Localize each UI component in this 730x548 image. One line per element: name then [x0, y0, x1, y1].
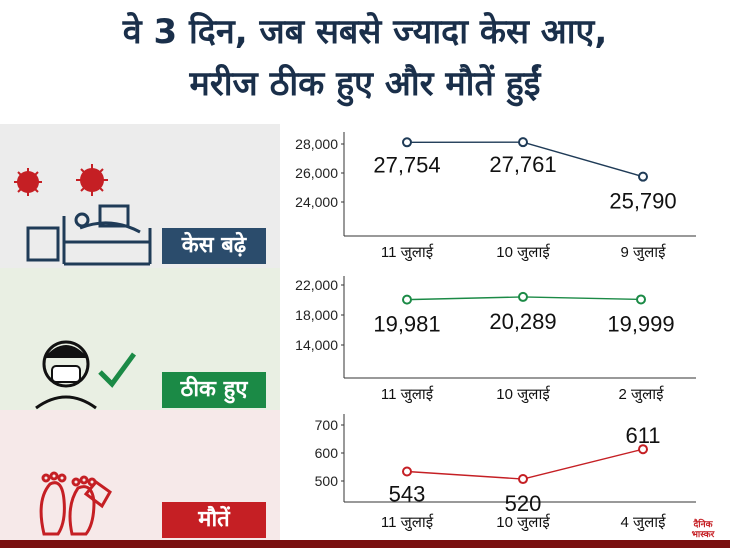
x-tick-label: 11 जुलाई	[381, 513, 434, 532]
feet-with-tag-icon	[39, 471, 112, 536]
y-tick-label: 600	[315, 445, 339, 461]
y-tick-label: 500	[315, 473, 339, 489]
data-point	[638, 444, 648, 455]
data-point	[518, 291, 528, 302]
data-point	[518, 474, 528, 485]
data-label: 27,761	[489, 152, 556, 177]
y-tick-label: 22,000	[295, 277, 338, 293]
deaths-panel: मौतें 700 600 500 543 11 जुलाई 520 10 जुलाई 611…	[0, 410, 730, 548]
data-label: 520	[505, 491, 542, 516]
data-point	[636, 294, 646, 305]
x-tick-label: 10 जुलाई	[496, 243, 550, 262]
x-tick-label: 11 जुलाई	[381, 385, 434, 404]
title-line-1: वे 3 दिन, जब सबसे ज्यादा केस आए,	[122, 12, 608, 52]
data-label: 611	[625, 423, 660, 448]
masked-person-icon	[35, 340, 137, 410]
x-tick-label: 4 जुलाई	[620, 513, 666, 532]
data-point	[518, 137, 528, 148]
y-tick-label: 28,000	[295, 136, 338, 152]
x-tick-label: 9 जुलाई	[620, 243, 666, 262]
title-line-2: मरीज ठीक हुए और मौतें हुईं	[189, 64, 541, 104]
y-tick-label: 24,000	[295, 194, 338, 210]
data-label: 543	[389, 481, 426, 506]
bottom-bar	[0, 540, 730, 548]
data-point	[402, 294, 412, 305]
recovered-plot-area	[280, 268, 730, 410]
data-point	[638, 171, 648, 182]
data-point	[402, 466, 412, 477]
hospital-bed-icon	[14, 164, 152, 266]
data-label: 19,981	[373, 312, 440, 337]
recovered-label: ठीक हुए	[162, 372, 266, 408]
cases-label: केस बढ़े	[162, 228, 266, 264]
data-label: 25,790	[609, 189, 676, 214]
header: वे 3 दिन, जब सबसे ज्यादा केस आए, मरीज ठी…	[0, 0, 730, 118]
x-tick-label: 2 जुलाई	[618, 385, 664, 404]
cases-plot-area	[280, 124, 730, 268]
y-tick-label: 26,000	[295, 165, 338, 181]
x-tick-label: 11 जुलाई	[381, 243, 434, 262]
recovered-panel: ठीक हुए 22,000 18,000 14,000 19,981 11 जुलाई…	[0, 268, 730, 412]
cases-panel: केस बढ़े 28,000 26,000 24,000 27,754 11 जुला…	[0, 124, 730, 268]
y-tick-label: 700	[315, 417, 339, 433]
recovered-chart: 22,000 18,000 14,000 19,981 11 जुलाई 20,289 10…	[295, 276, 696, 404]
data-label: 20,289	[489, 309, 556, 334]
data-label: 27,754	[373, 152, 440, 177]
y-tick-label: 18,000	[295, 307, 338, 323]
x-tick-label: 10 जुलाई	[496, 513, 550, 532]
data-label: 19,999	[607, 311, 674, 336]
cases-chart: 28,000 26,000 24,000 27,754 11 जुलाई 27,761 10…	[295, 132, 696, 262]
dainik-bhaskar-logo: दैनिक भास्कर	[683, 520, 723, 542]
y-tick-label: 14,000	[295, 337, 338, 353]
deaths-plot-area	[280, 410, 730, 540]
data-point	[402, 137, 412, 148]
deaths-label: मौतें	[162, 502, 266, 538]
x-tick-label: 10 जुलाई	[496, 385, 550, 404]
